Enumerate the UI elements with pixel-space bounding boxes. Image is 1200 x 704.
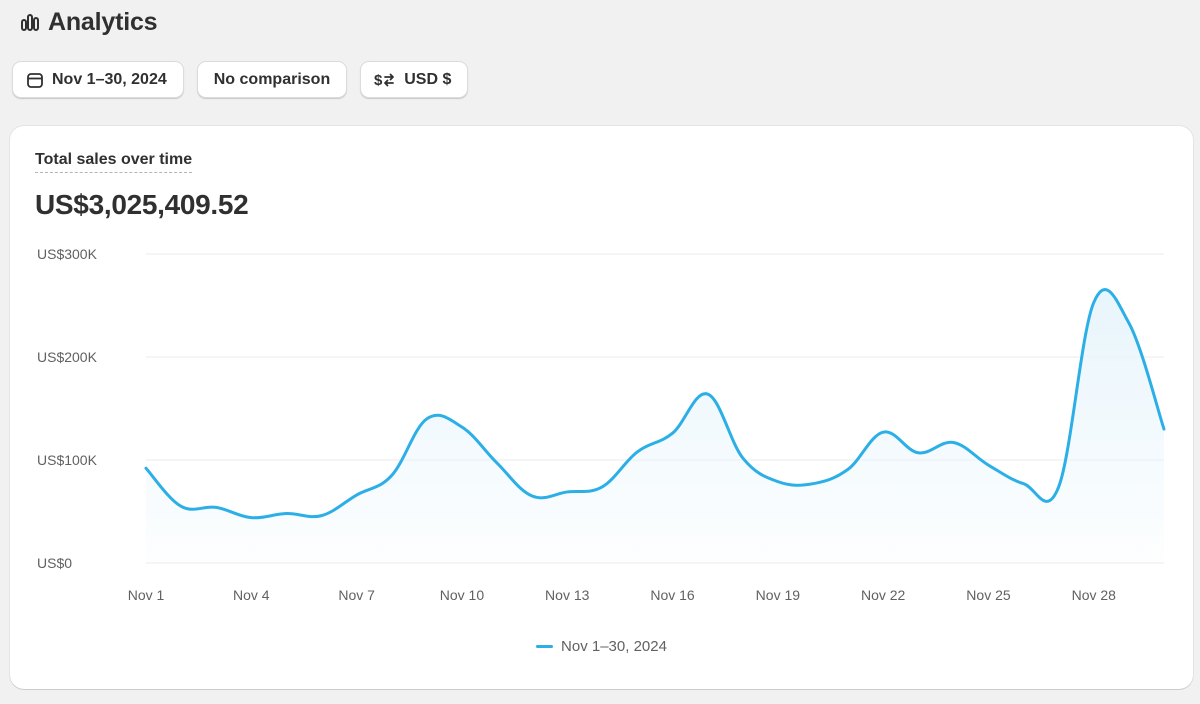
- y-tick-label: US$100K: [37, 452, 98, 468]
- data-point[interactable]: [318, 512, 326, 520]
- data-point[interactable]: [949, 438, 957, 446]
- x-tick-label: Nov 4: [233, 587, 270, 603]
- data-point[interactable]: [1125, 319, 1133, 327]
- data-point[interactable]: [704, 390, 712, 398]
- legend-swatch: [536, 645, 554, 648]
- calendar-icon: [26, 71, 44, 89]
- currency-exchange-icon: $: [374, 71, 396, 89]
- x-tick-label: Nov 28: [1072, 587, 1117, 603]
- comparison-label: No comparison: [213, 70, 331, 88]
- data-point[interactable]: [493, 459, 501, 467]
- chart-legend: Nov 1–30, 2024: [10, 638, 1193, 655]
- svg-text:$: $: [374, 72, 383, 89]
- y-tick-label: US$200K: [37, 349, 98, 365]
- data-point[interactable]: [984, 461, 992, 469]
- x-tick-label: Nov 22: [861, 587, 906, 603]
- data-point[interactable]: [879, 428, 887, 436]
- data-point[interactable]: [353, 491, 361, 499]
- x-tick-label: Nov 13: [545, 587, 590, 603]
- data-point[interactable]: [1055, 483, 1063, 491]
- data-point[interactable]: [598, 483, 606, 491]
- data-point[interactable]: [528, 492, 536, 500]
- sales-card: Total sales over time US$3,025,409.52 US…: [10, 126, 1193, 689]
- card-title[interactable]: Total sales over time: [35, 151, 193, 173]
- page-title: Analytics: [48, 7, 158, 36]
- series-line[interactable]: [144, 288, 1166, 520]
- data-point[interactable]: [1160, 425, 1168, 433]
- page-header: Analytics: [20, 6, 158, 38]
- sales-chart: US$0 US$100K US$200K US$300K Nov 1 Nov 4 Nov 7…: [37, 246, 1168, 603]
- data-point[interactable]: [633, 448, 641, 456]
- bar-chart-icon: [20, 12, 40, 32]
- data-point[interactable]: [458, 423, 466, 431]
- data-point[interactable]: [844, 465, 852, 473]
- comparison-button[interactable]: No comparison: [196, 61, 348, 98]
- data-point[interactable]: [739, 454, 747, 462]
- date-range-label: Nov 1–30, 2024: [52, 70, 167, 88]
- currency-label: USD $: [404, 70, 452, 88]
- data-point[interactable]: [142, 464, 150, 472]
- x-tick-label: Nov 1: [128, 587, 165, 603]
- total-sales-value: US$3,025,409.52: [35, 189, 249, 220]
- data-point[interactable]: [388, 471, 396, 479]
- data-point[interactable]: [809, 480, 817, 488]
- x-tick-label: Nov 19: [756, 587, 801, 603]
- series-area: [146, 289, 1164, 563]
- currency-button[interactable]: $ USD $: [360, 61, 469, 98]
- data-point[interactable]: [212, 503, 220, 511]
- data-point[interactable]: [774, 478, 782, 486]
- x-tick-label: Nov 7: [338, 587, 375, 603]
- filter-bar: Nov 1–30, 2024 No comparison $ USD $: [12, 61, 469, 98]
- data-point[interactable]: [1090, 298, 1098, 306]
- data-point[interactable]: [282, 510, 290, 518]
- y-tick-label: US$300K: [37, 246, 98, 262]
- data-point[interactable]: [247, 514, 255, 522]
- data-point[interactable]: [563, 488, 571, 496]
- x-tick-label: Nov 10: [440, 587, 485, 603]
- x-tick-label: Nov 16: [650, 587, 695, 603]
- y-tick-label: US$0: [37, 555, 72, 571]
- legend-label: Nov 1–30, 2024: [561, 638, 667, 655]
- data-point[interactable]: [177, 502, 185, 510]
- data-point[interactable]: [914, 449, 922, 457]
- data-point[interactable]: [1020, 480, 1028, 488]
- data-point[interactable]: [423, 415, 431, 423]
- date-range-button[interactable]: Nov 1–30, 2024: [12, 61, 184, 98]
- data-point[interactable]: [669, 429, 677, 437]
- x-tick-label: Nov 25: [966, 587, 1011, 603]
